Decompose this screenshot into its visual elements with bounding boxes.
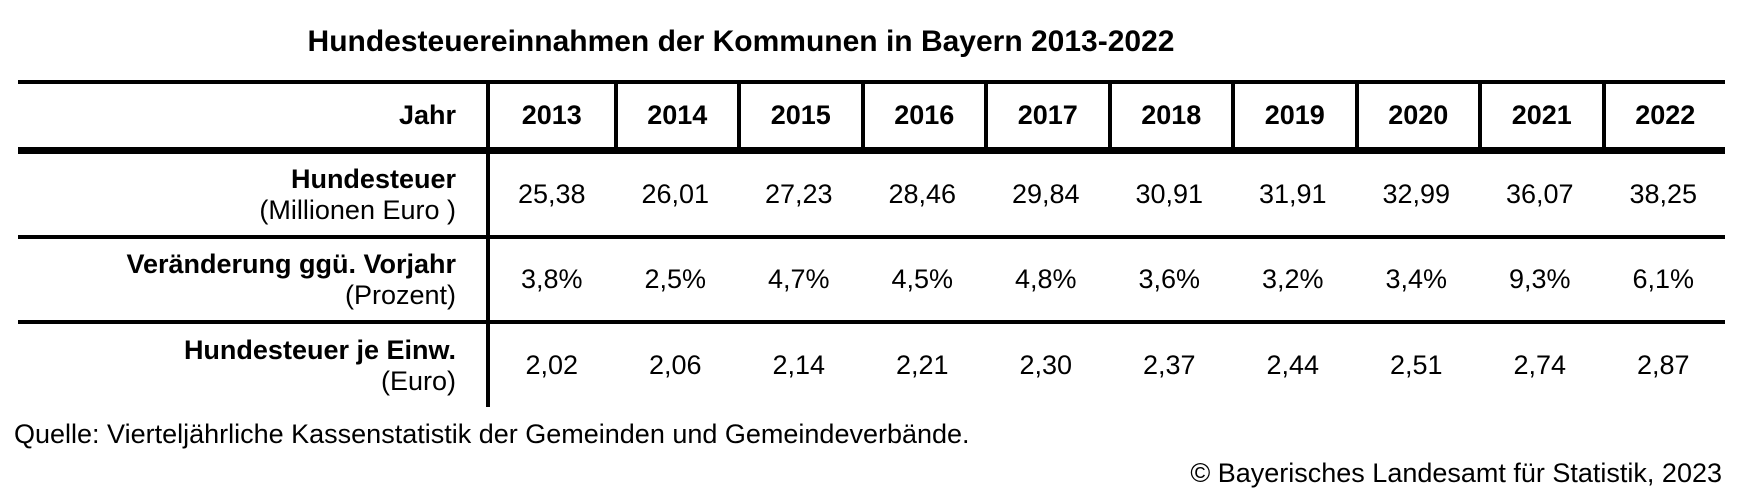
value-cell: 38,25	[1629, 179, 1698, 209]
header-cell-jahr: Jahr	[18, 84, 490, 147]
value-cell: 2,37	[1142, 350, 1196, 380]
value-cell: 31,91	[1258, 179, 1327, 209]
value-cell: 2,74	[1513, 350, 1567, 380]
row-label-main: Veränderung ggü. Vorjahr	[126, 248, 456, 279]
row-label-main: Hundesteuer	[290, 163, 456, 194]
value-cell: 2,21	[895, 350, 949, 380]
year-header-cell: 2016	[860, 84, 985, 147]
value-cell: 4,8%	[1014, 264, 1077, 294]
value-cell: 2,30	[1019, 350, 1073, 380]
value-cell: 30,91	[1135, 179, 1204, 209]
value-cell: 2,51	[1389, 350, 1443, 380]
value-cell: 2,06	[648, 350, 702, 380]
value-cell: 26,01	[641, 179, 710, 209]
year-header-cell: 2015	[737, 84, 861, 147]
table-row-veraenderung: Veränderung ggü. Vorjahr (Prozent) 3,8% …	[18, 239, 1725, 324]
row-label-veraenderung: Veränderung ggü. Vorjahr (Prozent)	[18, 239, 490, 320]
value-cell: 4,7%	[767, 264, 830, 294]
year-header-cell: 2018	[1107, 84, 1232, 147]
statistics-table: Jahr 2013 2014 2015 2016 2017 2018 2019 …	[18, 80, 1725, 407]
value-cell: 27,23	[764, 179, 833, 209]
row-label-je-einwohner: Hundesteuer je Einw. (Euro)	[18, 324, 490, 407]
year-header-cell: 2022	[1601, 84, 1726, 147]
value-cell: 3,8%	[520, 264, 583, 294]
year-header-cell: 2019	[1231, 84, 1355, 147]
value-cell: 25,38	[517, 179, 586, 209]
source-note: Quelle: Vierteljährliche Kassenstatistik…	[14, 419, 970, 449]
row-label-hundesteuer: Hundesteuer (Millionen Euro )	[18, 154, 490, 235]
value-cell: 3,6%	[1138, 264, 1201, 294]
row-label-unit: (Euro)	[380, 365, 456, 396]
value-cell: 36,07	[1505, 179, 1574, 209]
value-cell: 28,46	[888, 179, 957, 209]
year-header-cell: 2021	[1478, 84, 1602, 147]
row-label-unit: (Millionen Euro )	[259, 194, 456, 225]
value-cell: 29,84	[1011, 179, 1080, 209]
table-header-row: Jahr 2013 2014 2015 2016 2017 2018 2019 …	[18, 80, 1725, 154]
row-label-main: Hundesteuer je Einw.	[183, 334, 456, 365]
value-cell: 6,1%	[1632, 264, 1695, 294]
value-cell: 9,3%	[1508, 264, 1571, 294]
year-header-cell: 2013	[521, 100, 582, 130]
year-header-cell: 2017	[984, 84, 1108, 147]
table-row-hundesteuer: Hundesteuer (Millionen Euro ) 25,38 26,0…	[18, 154, 1725, 239]
value-cell: 2,02	[525, 350, 579, 380]
year-header-cell: 2014	[613, 84, 738, 147]
copyright-note: © Bayerisches Landesamt für Statistik, 2…	[1190, 458, 1722, 488]
year-header-cell: 2020	[1354, 84, 1479, 147]
value-cell: 32,99	[1382, 179, 1451, 209]
value-cell: 2,5%	[644, 264, 707, 294]
value-cell: 2,44	[1266, 350, 1320, 380]
value-cell: 2,87	[1636, 350, 1690, 380]
row-label-unit: (Prozent)	[344, 279, 456, 310]
value-cell: 3,2%	[1261, 264, 1324, 294]
value-cell: 2,14	[772, 350, 826, 380]
table-row-je-einwohner: Hundesteuer je Einw. (Euro) 2,02 2,06 2,…	[18, 324, 1725, 407]
value-cell: 4,5%	[891, 264, 954, 294]
page-title: Hundesteuereinnahmen der Kommunen in Bay…	[307, 25, 1175, 58]
value-cell: 3,4%	[1385, 264, 1448, 294]
